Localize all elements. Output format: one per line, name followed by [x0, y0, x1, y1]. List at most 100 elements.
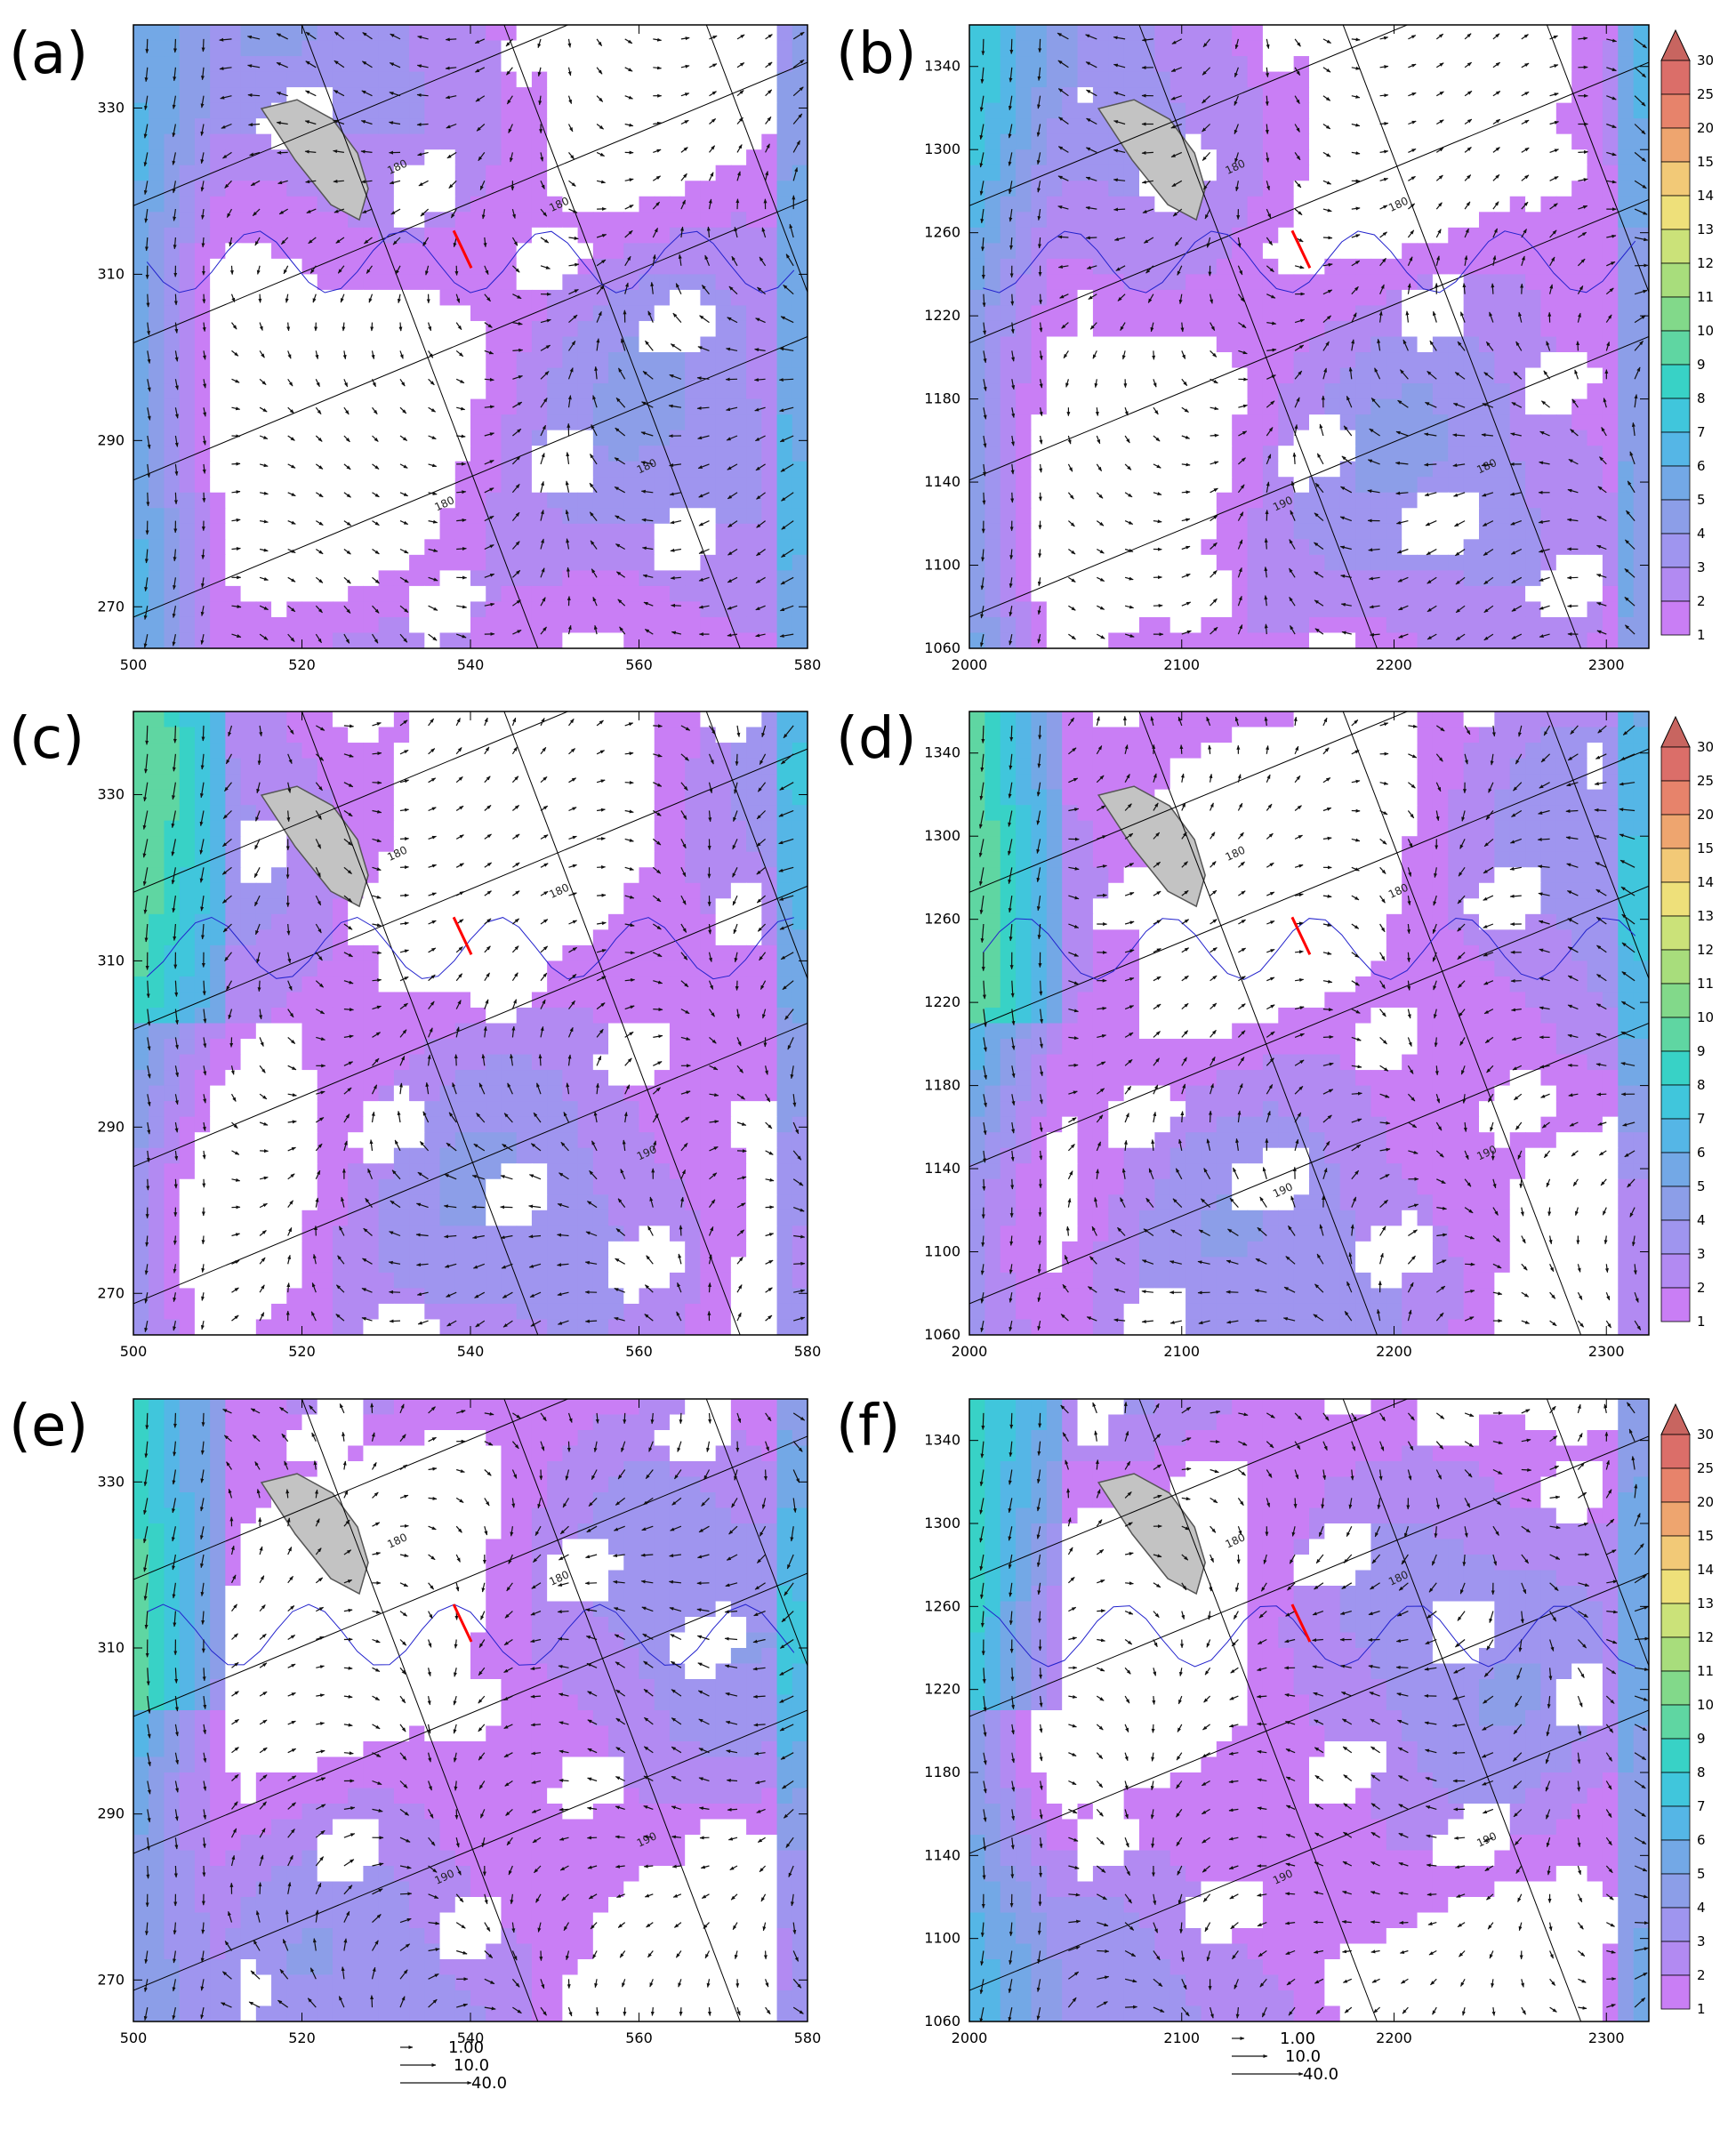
field-cell [1232, 118, 1249, 135]
field-cell [378, 446, 395, 462]
field-cell [378, 25, 395, 42]
field-cell [194, 352, 211, 369]
field-cell [1232, 336, 1249, 353]
field-cell [700, 133, 717, 150]
field-cell [700, 149, 717, 166]
field-cell [531, 367, 548, 384]
field-cell [194, 616, 211, 634]
field-cell [1479, 56, 1495, 73]
field-cell [470, 430, 486, 446]
field-cell [255, 446, 272, 462]
field-cell [348, 805, 365, 822]
field-cell [286, 289, 303, 307]
field-cell [700, 743, 717, 760]
field-cell [439, 523, 456, 540]
field-cell [592, 554, 609, 571]
field-cell [164, 258, 181, 276]
field-cell [1525, 461, 1542, 478]
field-cell [623, 601, 640, 618]
field-cell [1618, 461, 1635, 478]
field-cell [317, 554, 334, 571]
field-cell [1339, 430, 1356, 446]
field-cell [639, 774, 655, 791]
field-cell [470, 570, 486, 587]
field-cell [1293, 430, 1310, 446]
field-cell [454, 102, 471, 119]
field-cell [776, 789, 793, 806]
velocity-arrow [202, 293, 206, 304]
field-cell [1432, 149, 1449, 166]
field-cell [409, 805, 425, 822]
field-cell [700, 56, 717, 73]
field-cell [1370, 71, 1387, 88]
field-cell [592, 585, 609, 603]
field-cell [164, 727, 181, 743]
field-cell [179, 305, 196, 322]
field-cell [454, 274, 471, 291]
field-cell [1262, 133, 1279, 150]
field-cell [654, 40, 671, 57]
field-cell [1571, 461, 1588, 478]
field-cell [1077, 336, 1094, 353]
field-cell [1046, 601, 1063, 618]
field-cell [654, 743, 671, 760]
field-cell [1169, 554, 1186, 571]
field-cell [761, 305, 778, 322]
field-cell [1355, 165, 1372, 181]
field-cell [348, 25, 365, 42]
field-cell [685, 212, 702, 229]
field-cell [1139, 212, 1155, 229]
field-cell [1169, 320, 1186, 338]
field-cell [592, 743, 609, 760]
field-cell [164, 227, 181, 244]
field-cell [1587, 87, 1603, 104]
field-cell [194, 539, 211, 556]
field-cell [1339, 352, 1356, 369]
field-cell [1540, 71, 1557, 88]
field-cell [1540, 181, 1557, 197]
field-cell [255, 758, 272, 775]
field-cell [1540, 414, 1557, 431]
field-cell [439, 477, 456, 494]
field-cell [1123, 196, 1140, 213]
field-cell [1216, 430, 1233, 446]
field-cell [746, 25, 762, 42]
field-cell [516, 71, 533, 88]
field-cell [1309, 71, 1325, 88]
field-cell [623, 446, 640, 462]
field-cell [1463, 446, 1480, 462]
field-cell [286, 212, 303, 229]
field-cell [776, 805, 793, 822]
field-cell [1571, 446, 1588, 462]
velocity-arrow [1113, 207, 1126, 212]
field-cell [516, 149, 533, 166]
field-cell [1062, 539, 1079, 556]
field-cell [1016, 133, 1033, 150]
field-cell [424, 165, 441, 181]
field-cell [623, 133, 640, 150]
field-cell [685, 398, 702, 415]
field-cell [439, 774, 456, 791]
field-cell [179, 227, 196, 244]
field-cell [792, 336, 808, 353]
field-cell [761, 398, 778, 415]
field-cell [1386, 336, 1402, 353]
field-cell [439, 305, 456, 322]
field-cell [424, 461, 441, 478]
field-cell [378, 585, 395, 603]
field-cell [1092, 56, 1109, 73]
field-cell [470, 336, 486, 353]
field-cell [393, 212, 410, 229]
field-cell [1618, 118, 1635, 135]
field-cell [1262, 523, 1279, 540]
field-cell [792, 430, 808, 446]
field-cell [286, 56, 303, 73]
field-cell [301, 430, 318, 446]
field-cell [792, 71, 808, 88]
field-cell [1417, 414, 1434, 431]
field-cell [133, 212, 149, 229]
field-cell [164, 570, 181, 587]
field-cell [1324, 258, 1341, 276]
field-cell [409, 40, 425, 57]
field-cell [700, 243, 717, 260]
